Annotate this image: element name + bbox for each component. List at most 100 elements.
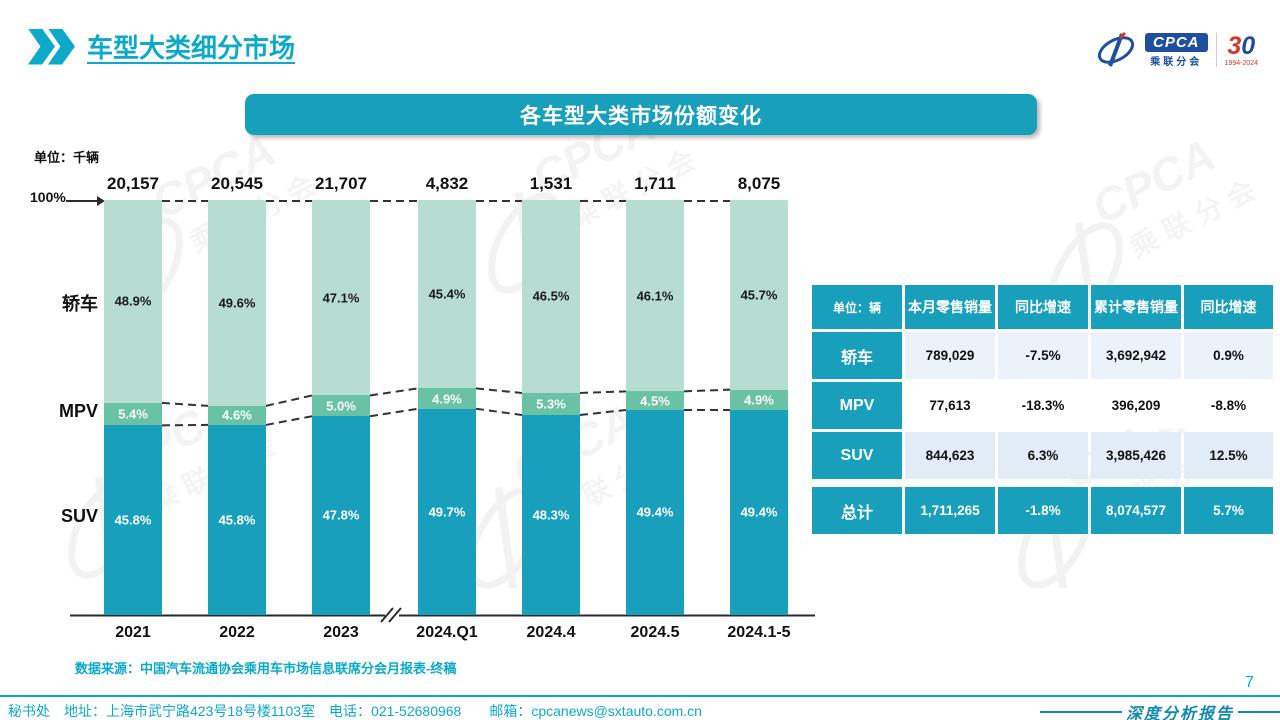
table-cell: 5.7% (1184, 487, 1273, 534)
bar-segment-轿车: 46.5% (522, 200, 580, 393)
svg-text:乘联分会: 乘联分会 (1125, 171, 1267, 264)
chart-title: 各车型大类市场份额变化 (520, 104, 762, 128)
bar-2022: 49.6% 4.6% 45.8% (208, 200, 266, 615)
anniversary-digit: 3 (1227, 31, 1242, 60)
bar-segment-MPV: 4.6% (208, 405, 266, 425)
segment-value-label: 45.7% (740, 287, 778, 303)
bar-total-label: 1,531 (529, 174, 573, 193)
segment-value-label: 45.4% (428, 286, 466, 302)
table-header-cell: 累计零售销量 (1091, 285, 1181, 329)
table-header-cell: 单位：辆 (812, 285, 902, 329)
segment-value-label: 49.6% (218, 295, 256, 311)
chevron-icon (28, 28, 55, 65)
table-cell: 3,985,426 (1091, 432, 1181, 479)
sales-table: 单位：辆 本月零售销量 同比增速 累计零售销量 同比增速 轿车 789,029 -7.5% 3,… (812, 285, 1273, 534)
bar-total-label: 4,832 (425, 174, 469, 193)
bar-segment-轿车: 48.9% (104, 200, 162, 403)
bar-total-label: 1,711 (634, 174, 676, 193)
bar-segment-SUV: 48.3% (522, 414, 580, 615)
footer-divider (0, 695, 1280, 697)
segment-value-label: 46.5% (532, 288, 570, 304)
bar-segment-MPV: 4.9% (418, 388, 476, 409)
table-cell: 789,029 (905, 332, 995, 379)
cpca-logo: CPCA 乘联分会 30 1994-2024 (1095, 30, 1258, 70)
unit-label: 单位：千辆 (34, 150, 100, 165)
stacked-bar-chart: 48.9% 5.4% 45.8% 20,157 2021 49.6% 4.6% 45.8% 20… (66, 174, 815, 641)
series-label-mpv: MPV (58, 401, 98, 421)
table-row-label: MPV (812, 382, 902, 429)
data-source-note: 数据来源：中国汽车流通协会乘用车市场信息联席分会月报表-终稿 (75, 661, 457, 676)
table-cell: -1.8% (998, 487, 1088, 534)
segment-value-label: 4.9% (432, 391, 462, 407)
bar-2024.1-5: 45.7% 4.9% 49.4% (730, 200, 788, 615)
x-axis-label: 2021 (115, 624, 151, 641)
bar-segment-MPV: 4.9% (730, 389, 788, 410)
bar-segment-MPV: 5.4% (104, 402, 162, 426)
bar-2023: 47.1% 5.0% 47.8% (312, 200, 370, 615)
bar-segment-轿车: 45.4% (418, 200, 476, 389)
segment-value-label: 48.3% (532, 507, 570, 523)
decoration-line (1238, 711, 1280, 713)
segment-value-label: 49.7% (428, 504, 466, 520)
bar-total-label: 20,545 (211, 174, 263, 193)
segment-value-label: 45.8% (114, 512, 152, 528)
report-type-label: 深度分析报告 (1125, 706, 1234, 720)
series-label-sedan: 轿车 (62, 294, 98, 314)
bar-segment-SUV: 49.4% (626, 409, 684, 615)
x-axis-label: 2024.5 (630, 624, 680, 641)
bar-total-label: 8,075 (737, 174, 781, 193)
segment-value-label: 4.6% (222, 407, 252, 423)
table-cell: 6.3% (998, 432, 1088, 479)
table-row-label: 总计 (812, 487, 902, 534)
logo-divider (1215, 33, 1217, 67)
bar-2024.5: 46.1% 4.5% 49.4% (626, 200, 684, 615)
segment-value-label: 5.0% (326, 398, 356, 414)
bar-segment-MPV: 5.0% (312, 395, 370, 417)
table-cell: -7.5% (998, 332, 1088, 379)
bar-segment-轿车: 46.1% (626, 200, 684, 392)
anniversary-years: 1994-2024 (1224, 59, 1258, 67)
x-axis-label: 2022 (219, 624, 255, 641)
bar-segment-MPV: 4.5% (626, 391, 684, 410)
segment-value-label: 49.4% (740, 504, 778, 520)
segment-value-label: 47.1% (322, 290, 360, 306)
segment-value-label: 4.9% (744, 392, 774, 408)
footer-contact: 秘书处 地址：上海市武宁路423号18号楼1103室 电话：021-526809… (8, 703, 702, 719)
segment-value-label: 45.8% (218, 512, 256, 528)
table-cell: 1,711,265 (905, 487, 995, 534)
svg-text:CPCA: CPCA (1084, 128, 1224, 234)
table-spacer (998, 482, 1088, 484)
bar-segment-轿车: 45.7% (730, 200, 788, 390)
table-cell: 396,209 (1091, 382, 1181, 429)
bar-2024.Q1: 45.4% 4.9% 49.7% (418, 200, 476, 615)
table-cell: 12.5% (1184, 432, 1273, 479)
x-axis-label: 2024.1-5 (727, 624, 791, 641)
bar-segment-MPV: 5.3% (522, 392, 580, 415)
bar-segment-SUV: 45.8% (104, 425, 162, 616)
table-header-cell: 同比增速 (1184, 285, 1273, 329)
page-title: 车型大类细分市场 (87, 33, 296, 63)
bar-segment-SUV: 47.8% (312, 416, 370, 615)
bar-segment-SUV: 49.4% (730, 409, 788, 615)
anniversary-digit: 0 (1241, 31, 1256, 60)
cpca-logo-mark (1097, 31, 1135, 67)
segment-value-label: 4.5% (640, 393, 670, 409)
segment-value-label: 5.4% (118, 406, 148, 422)
table-cell: 77,613 (905, 382, 995, 429)
table-cell: 0.9% (1184, 332, 1273, 379)
table-header-cell: 本月零售销量 (905, 285, 995, 329)
x-axis-label: 2024.4 (526, 624, 576, 641)
series-label-suv: SUV (60, 506, 98, 526)
table-cell: 3,692,942 (1091, 332, 1181, 379)
table-cell: -18.3% (998, 382, 1088, 429)
chart-lines-overlay (66, 196, 815, 623)
cpca-logo-text: CPCA 乘联分会 (1145, 32, 1208, 68)
table-spacer (905, 482, 995, 484)
x-axis-label: 2023 (323, 624, 359, 641)
bar-2021: 48.9% 5.4% 45.8% (104, 200, 162, 616)
decoration-line (1039, 711, 1122, 713)
bar-segment-SUV: 49.7% (418, 408, 476, 615)
bar-segment-轿车: 47.1% (312, 200, 370, 396)
cpca-wordmark: CPCA (1145, 32, 1208, 52)
segment-value-label: 49.4% (636, 504, 674, 520)
